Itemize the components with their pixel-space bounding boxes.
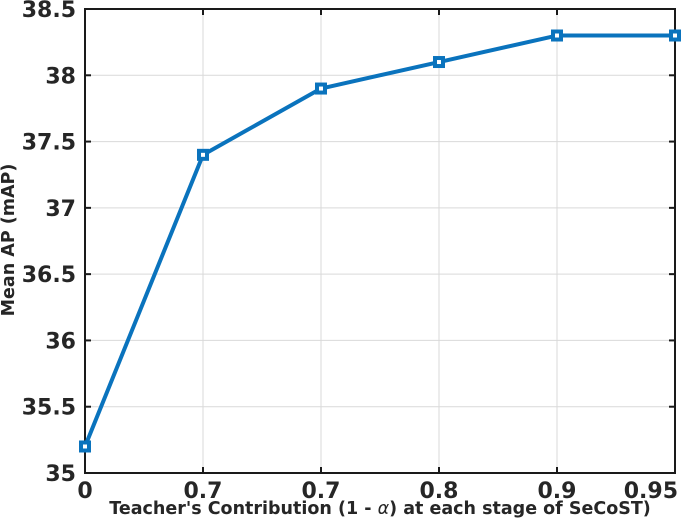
data-point-marker-center: [83, 444, 87, 449]
x-axis-title-text: Teacher's Contribution (1 -: [109, 499, 378, 519]
x-tick-label: 0: [77, 479, 92, 504]
y-tick-label: 38: [45, 64, 76, 89]
x-tick-label: 0.8: [420, 479, 459, 504]
data-point-marker-center: [319, 86, 323, 91]
y-tick-label: 37.5: [22, 131, 76, 156]
y-tick-label: 38.5: [22, 0, 76, 23]
y-tick-label: 35.5: [22, 396, 76, 421]
data-point-marker-center: [555, 33, 559, 38]
y-tick-label: 37: [45, 197, 76, 222]
x-axis-title: Teacher's Contribution (1 - α) at each s…: [85, 499, 675, 519]
y-axis-title: Mean AP (mAP): [0, 163, 19, 317]
data-point-marker-center: [437, 60, 441, 65]
y-tick-label: 35: [45, 462, 76, 487]
y-tick-label: 36.5: [22, 263, 76, 288]
x-tick-label: 0.95: [624, 479, 678, 504]
data-point-marker-center: [201, 152, 205, 157]
data-line: [83, 33, 675, 448]
plot-border: [84, 8, 676, 474]
x-tick-label: 0.9: [538, 479, 577, 504]
alpha-symbol: α: [377, 499, 390, 519]
y-tick-label: 36: [45, 329, 76, 354]
data-point-marker-center: [673, 33, 677, 38]
x-tick-label: 0.7: [302, 479, 341, 504]
x-axis-title-suffix: ) at each stage of SeCoST): [389, 499, 651, 519]
x-tick-label: 0.7: [184, 479, 223, 504]
